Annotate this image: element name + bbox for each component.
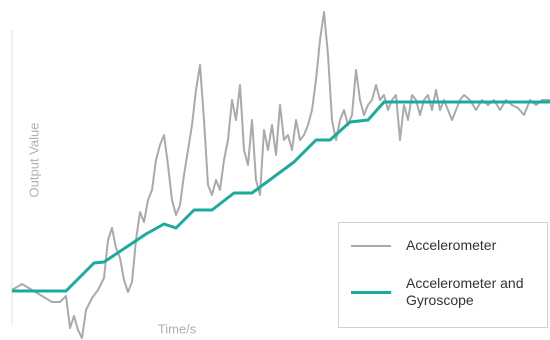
legend: Accelerometer Accelerometer and Gyroscope — [338, 222, 548, 328]
legend-swatch — [351, 290, 391, 294]
legend-label: Accelerometer — [406, 237, 497, 253]
legend-label: Accelerometer and Gyroscope — [406, 275, 524, 308]
series-line — [11, 11, 550, 339]
y-axis-label: Output Value — [26, 123, 41, 198]
x-axis-label: Time/s — [158, 321, 197, 336]
series-line — [12, 100, 550, 293]
legend-entry: Accelerometer and Gyroscope — [351, 275, 541, 309]
legend-swatch — [351, 244, 391, 247]
legend-entry: Accelerometer — [351, 237, 541, 254]
